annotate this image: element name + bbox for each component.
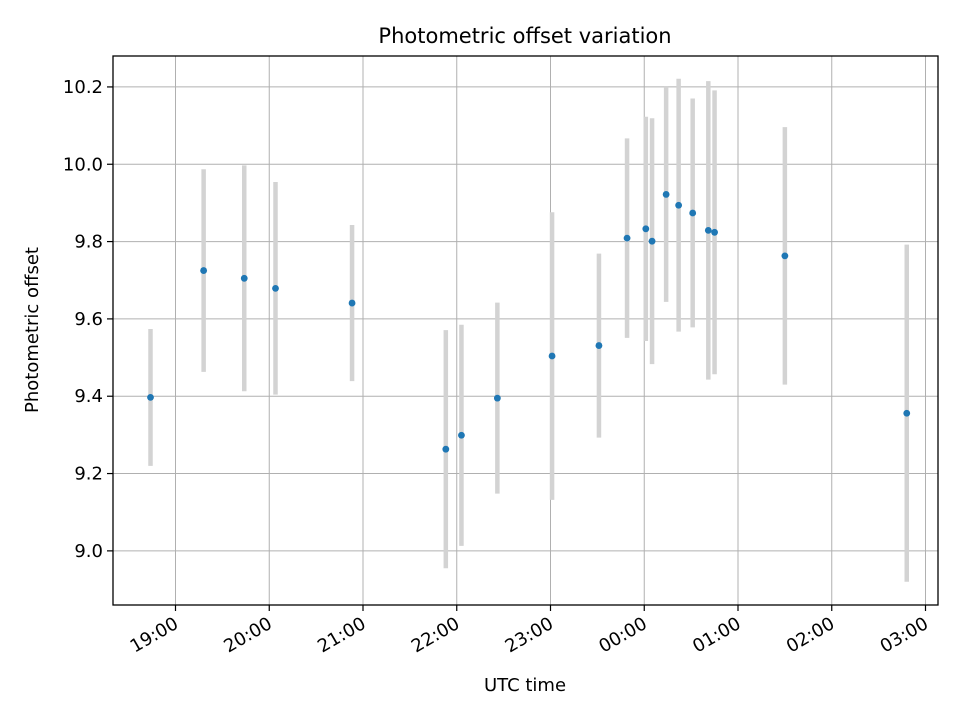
data-point bbox=[781, 252, 789, 260]
chart-title: Photometric offset variation bbox=[378, 24, 671, 48]
y-tick-label: 9.0 bbox=[74, 541, 103, 562]
data-point bbox=[662, 191, 670, 198]
data-point bbox=[493, 394, 501, 402]
data-points bbox=[147, 191, 911, 453]
data-point bbox=[200, 267, 208, 274]
data-point bbox=[903, 409, 911, 417]
data-point bbox=[548, 352, 556, 360]
y-tick-label: 9.8 bbox=[74, 232, 103, 253]
y-tick-label: 9.4 bbox=[74, 386, 103, 407]
data-point bbox=[147, 393, 154, 401]
data-point bbox=[648, 237, 656, 245]
data-point bbox=[442, 445, 450, 453]
data-point bbox=[272, 284, 279, 292]
data-point bbox=[348, 299, 356, 307]
y-tick-label: 10.2 bbox=[63, 77, 103, 98]
y-tick-label: 9.6 bbox=[74, 309, 103, 330]
data-point bbox=[240, 274, 248, 282]
data-point bbox=[595, 342, 603, 349]
y-axis-title: Photometric offset bbox=[22, 247, 43, 413]
plot-frame bbox=[112, 55, 939, 606]
data-point bbox=[689, 209, 697, 217]
data-point bbox=[704, 226, 712, 234]
x-axis-title: UTC time bbox=[484, 675, 566, 696]
y-axis-ticks: 9.0 9.2 9.4 9.6 9.8 10.0 10.2 bbox=[63, 77, 113, 562]
y-tick-label: 9.2 bbox=[74, 464, 103, 485]
data-point bbox=[642, 225, 650, 233]
y-tick-label: 10.0 bbox=[63, 154, 103, 175]
data-point bbox=[623, 234, 631, 242]
data-point bbox=[675, 201, 683, 209]
data-point bbox=[458, 431, 465, 439]
data-point bbox=[711, 228, 718, 236]
